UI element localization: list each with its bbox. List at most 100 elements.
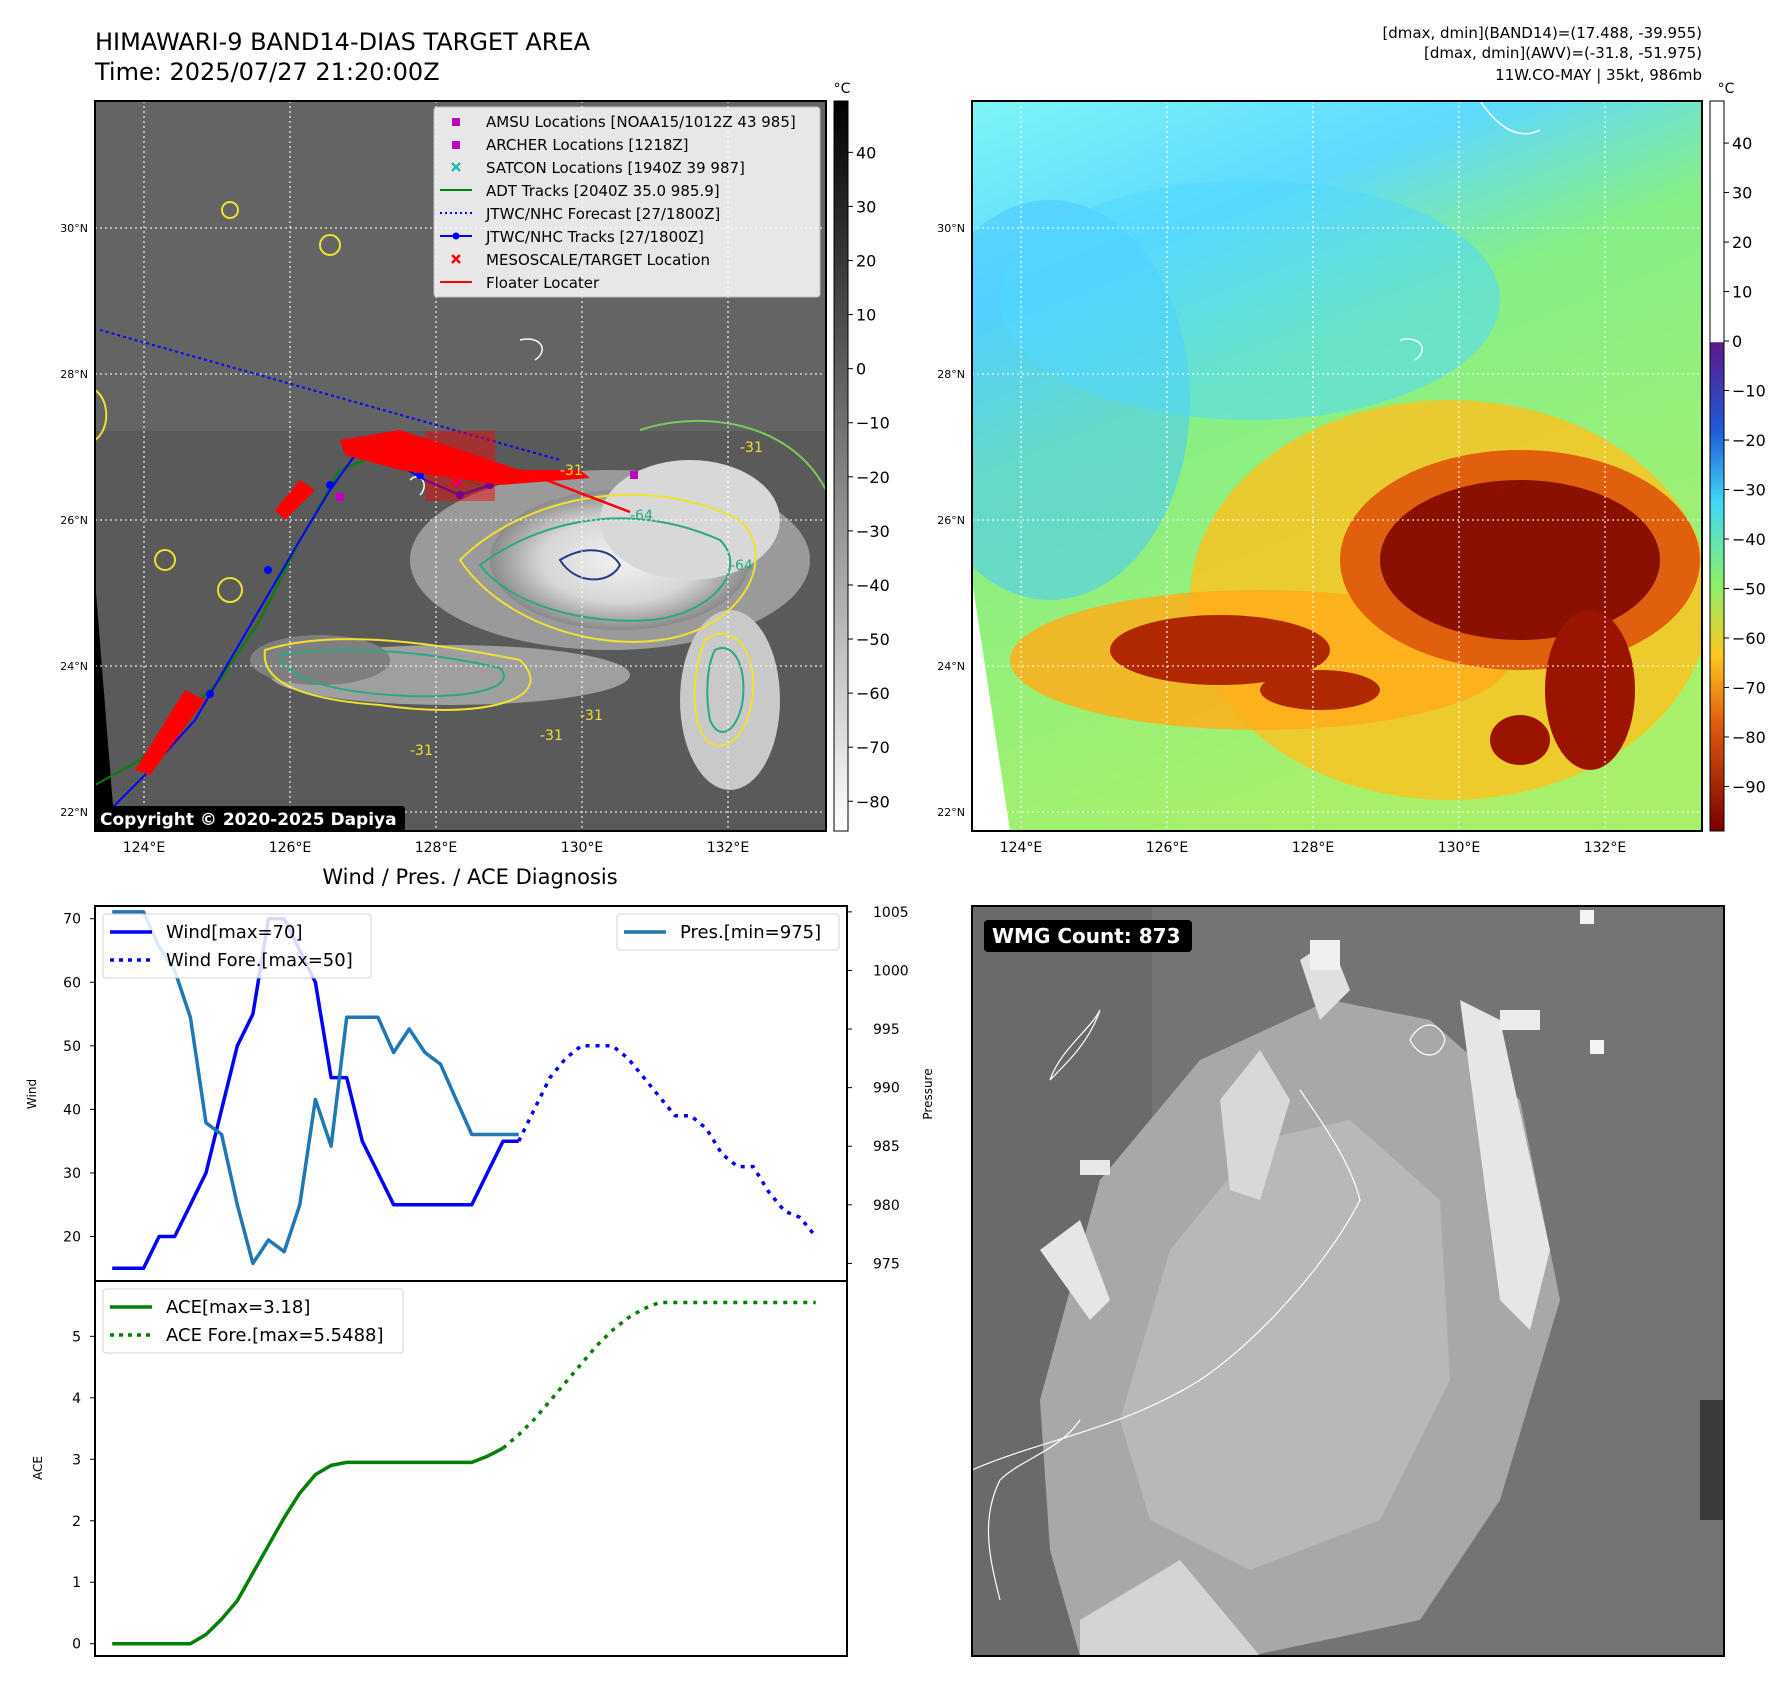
y-tick-label: 30 [63,1166,81,1182]
y2-tick-label: 990 [873,1081,900,1097]
colorbar-tick-label: 0 [1732,332,1742,351]
wv-colorbar: °C 40 30 20 10 0 −10 −20 −30 −40 −50 −60 −70 −80 −90 [1709,81,1766,832]
colorbar-tick-label: −80 [856,792,890,811]
legend-mesoscale: MESOSCALE/TARGET Location [486,251,710,269]
ir-map-frame [94,100,827,832]
lon-tick: 124°E [1000,840,1043,856]
colorbar-tick-label: 20 [856,252,876,271]
contour-label: -31 [540,728,563,744]
colorbar-tick-label: −30 [1732,481,1766,500]
lon-tick: 126°E [269,840,312,856]
wv-map-lon-ticks: 124°E 126°E 128°E 130°E 132°E [1000,840,1627,856]
ace-panel: 5 4 3 2 1 0 ACE ACE[max=3.18] ACE Fore.[max=5… [31,1280,848,1657]
y-tick-label: 40 [63,1102,81,1118]
legend-adt: ADT Tracks [2040Z 35.0 985.9] [486,182,720,200]
wmg-count-badge [984,920,1192,952]
wmg-frame [971,905,1725,1657]
figure-title: HIMAWARI-9 BAND14-DIAS TARGET AREA [95,28,591,56]
lon-tick: 132°E [1584,840,1627,856]
colorbar-tick-label: 30 [1732,184,1752,203]
y-tick-label: 1 [72,1575,81,1591]
legend-ace-forecast: ACE Fore.[max=5.5488] [166,1325,384,1346]
colorbar-tick-label: −40 [1732,530,1766,549]
legend-jtwc-tracks: JTWC/NHC Tracks [27/1800Z] [485,228,704,246]
ir-colorbar: °C 40 30 20 10 0 −10 −20 −30 −40 −50 −60 −70 −80 [833,81,890,832]
track-legend: AMSU Locations [NOAA15/1012Z 43 985] ARC… [433,106,821,298]
header-stat-band14: [dmax, dmin](BAND14)=(17.488, -39.955) [1382,24,1702,42]
legend-wind-forecast: Wind Fore.[max=50] [166,950,353,971]
y-tick-label: 50 [63,1039,81,1055]
y-tick-label: 4 [72,1391,81,1407]
contour-label: -31 [410,743,433,759]
legend-wind: Wind[max=70] [166,922,303,943]
wv-map-frame [971,100,1703,832]
lat-tick: 24°N [937,660,965,673]
colorbar-tick-label: −20 [1732,431,1766,450]
y2-tick-label: 995 [873,1022,900,1038]
y2-tick-label: 985 [873,1139,900,1155]
lat-tick: 28°N [937,368,965,381]
lat-tick: 30°N [937,222,965,235]
colorbar-tick-label: 40 [856,143,876,162]
colorbar-tick-label: −10 [1732,382,1766,401]
y-tick-label: 3 [72,1452,81,1468]
colorbar-tick-label: 40 [1732,134,1752,153]
contour-label: -31 [560,463,583,479]
y-tick-label: 60 [63,975,81,991]
legend-pressure: Pres.[min=975] [680,922,821,943]
diagnosis-title: Wind / Pres. / ACE Diagnosis [322,865,617,889]
legend-satcon: SATCON Locations [1940Z 39 987] [486,159,745,177]
wind-pressure-panel: 70 60 50 40 30 20 1005 1000 995 990 985 980 975 Win… [25,905,935,1282]
ir-colorbar-unit: °C [834,81,851,97]
wv-map-lat-ticks: 30°N 28°N 26°N 24°N 22°N [937,222,965,819]
lon-tick: 128°E [1292,840,1335,856]
colorbar-tick-label: −60 [1732,629,1766,648]
lat-tick: 24°N [60,660,88,673]
colorbar-tick-label: −30 [856,522,890,541]
wv-map-panel [972,101,1702,831]
wind-axis-label: Wind [25,1079,39,1109]
legend-amsu: AMSU Locations [NOAA15/1012Z 43 985] [486,113,796,131]
legend-floater: Floater Locater [486,274,600,292]
copyright-text: Copyright © 2020-2025 Dapiya [100,810,397,830]
colorbar-tick-label: 30 [856,197,876,216]
contour-label: -31 [580,708,603,724]
legend-ace: ACE[max=3.18] [166,1297,310,1318]
lat-tick: 30°N [60,222,88,235]
colorbar-tick-label: 10 [1732,283,1752,302]
colorbar-tick-label: −20 [856,468,890,487]
wv-map-gridlines [972,101,1702,831]
y-tick-label: 70 [63,912,81,928]
colorbar-tick-label: −50 [1732,579,1766,598]
series-line-ace-max [112,1446,504,1646]
y2-tick-label: 1000 [873,963,909,979]
lat-tick: 22°N [937,806,965,819]
legend-archer: ARCHER Locations [1218Z] [486,136,689,154]
y2-tick-label: 1005 [873,905,909,921]
lon-tick: 132°E [707,840,750,856]
wmg-count-text: WMG Count: 873 [992,924,1181,948]
ir-map-lon-ticks: 124°E 126°E 128°E 130°E 132°E [123,840,750,856]
y-tick-label: 5 [72,1329,81,1345]
colorbar-tick-label: −10 [856,414,890,433]
colorbar-tick-label: −70 [856,738,890,757]
colorbar-tick-label: 20 [1732,233,1752,252]
figure-time: Time: 2025/07/27 21:20:00Z [94,58,440,86]
y2-tick-label: 980 [873,1198,900,1214]
pressure-axis-label: Pressure [921,1068,935,1119]
lat-tick: 26°N [60,514,88,527]
legend-jtwc-forecast: JTWC/NHC Forecast [27/1800Z] [485,205,720,223]
colorbar-tick-label: 0 [856,360,866,379]
wmg-panel [972,906,1724,1656]
y-tick-label: 0 [72,1637,81,1653]
copyright-badge [95,806,405,831]
lat-tick: 28°N [60,368,88,381]
lon-tick: 130°E [1438,840,1481,856]
header-storm-info: 11W.CO-MAY | 35kt, 986mb [1495,66,1702,84]
colorbar-tick-label: −50 [856,630,890,649]
lon-tick: 130°E [561,840,604,856]
colorbar-tick-label: −80 [1732,728,1766,747]
contour-label: -31 [740,440,763,456]
contour-labels: -31 -64 -31 -31 -64 -31 -31 [410,440,763,759]
